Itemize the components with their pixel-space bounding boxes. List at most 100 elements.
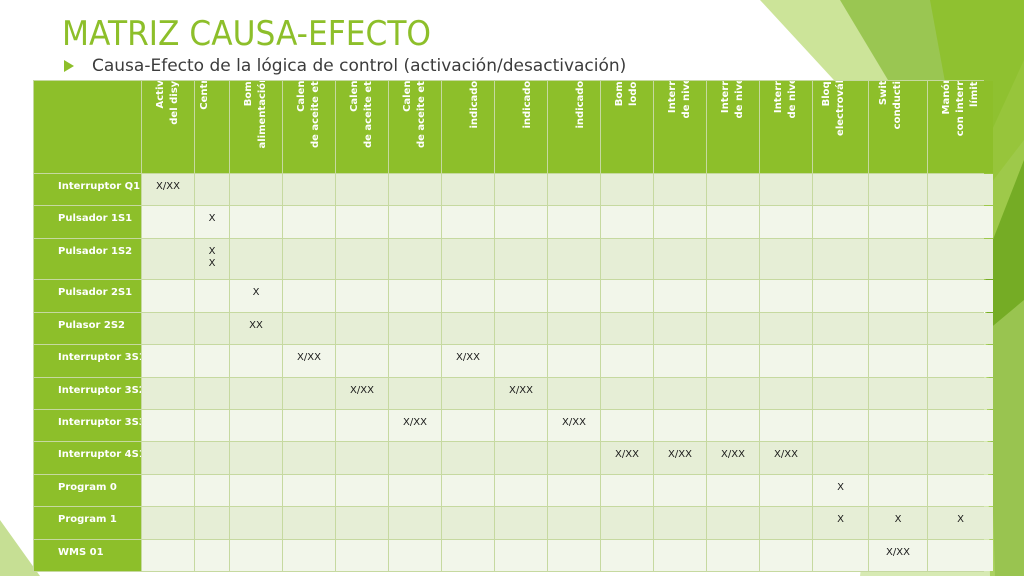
- matrix-cell: [283, 312, 335, 345]
- column-header: Led indicador 3H1: [442, 81, 494, 173]
- column-header-label: Calentador de aceite etapa 3: [402, 81, 427, 149]
- matrix-cell: [654, 206, 706, 238]
- matrix-cell: [548, 206, 600, 238]
- matrix-cell: [760, 206, 812, 238]
- matrix-cell: [813, 174, 868, 206]
- matrix-cell: [760, 409, 812, 442]
- cell-value: X/XX: [615, 449, 639, 461]
- matrix-cell: [283, 409, 335, 442]
- matrix-cell: X/XX: [442, 345, 494, 377]
- column-header: Bomba de alimentación D03: [230, 81, 282, 173]
- column-header: Bomba de lodos D41: [601, 81, 653, 173]
- matrix-cell: [548, 280, 600, 312]
- matrix-cell: [195, 474, 229, 507]
- matrix-cell: [283, 206, 335, 238]
- cell-value: X: [252, 287, 260, 299]
- matrix-cell: [548, 474, 600, 507]
- matrix-cell: [442, 377, 494, 409]
- matrix-cell: X/XX: [389, 409, 441, 442]
- slide-subtitle: Causa-Efecto de la lógica de control (ac…: [92, 56, 627, 76]
- matrix-cell: X: [928, 507, 993, 539]
- matrix-header-row: Activación del disyuntor Centrifuga D01 Bo…: [34, 81, 993, 173]
- matrix-cell: [869, 442, 927, 474]
- matrix-cell: [442, 539, 494, 571]
- matrix-cell: [283, 280, 335, 312]
- column-header-label: Interruptor de nivel L43: [773, 81, 798, 119]
- matrix-cell: [389, 345, 441, 377]
- matrix-cell: [336, 507, 388, 539]
- column-header: Interruptor de nivel L43: [760, 81, 812, 173]
- subtitle-bullet-row: Causa-Efecto de la lógica de control (ac…: [64, 55, 626, 77]
- matrix-cell: [142, 377, 194, 409]
- matrix-cell: [230, 507, 282, 539]
- matrix-cell: [283, 377, 335, 409]
- matrix-cell: [230, 409, 282, 442]
- column-header-label: Led indicador 3H2: [522, 81, 533, 129]
- cell-value: X/XX: [886, 546, 910, 558]
- matrix-cell: [495, 345, 547, 377]
- matrix-cell: [928, 312, 993, 345]
- matrix-cell: [195, 442, 229, 474]
- matrix-cell: [442, 312, 494, 345]
- cell-value: X: [957, 514, 964, 526]
- matrix-cell: [389, 474, 441, 507]
- matrix-cell: [442, 442, 494, 474]
- matrix-cell: [230, 442, 282, 474]
- matrix-cell: [389, 539, 441, 571]
- matrix-cell: [548, 312, 600, 345]
- column-header-label: Manómetro con interruptor límite P61: [940, 81, 980, 137]
- matrix-cell: [142, 280, 194, 312]
- matrix-cell: [195, 174, 229, 206]
- matrix-cell: [495, 206, 547, 238]
- cell-value: X/XX: [403, 416, 427, 428]
- matrix-cell: [707, 507, 759, 539]
- cell-value: X/XX: [562, 416, 586, 428]
- matrix-cell: [495, 474, 547, 507]
- matrix-cell: [869, 312, 927, 345]
- matrix-cell: [760, 174, 812, 206]
- matrix-cell: [813, 206, 868, 238]
- column-header: Calentador de aceite etapa 1: [283, 81, 335, 173]
- matrix-cell: [283, 474, 335, 507]
- matrix-cell: [142, 409, 194, 442]
- matrix-cell: [654, 377, 706, 409]
- matrix-cell: [601, 280, 653, 312]
- matrix-cell: [230, 174, 282, 206]
- matrix-corner-cell: [34, 81, 141, 173]
- matrix-cell: [813, 312, 868, 345]
- column-header: Calentador de aceite etapa 2: [336, 81, 388, 173]
- matrix-cell: [389, 377, 441, 409]
- row-label: Interruptor Q1: [34, 174, 141, 206]
- matrix-cell: [142, 507, 194, 539]
- column-header-label: Interruptor de nivel L41: [667, 81, 692, 119]
- matrix-cell: [548, 539, 600, 571]
- row-label: Pulsador 1S1: [34, 206, 141, 238]
- matrix-cell: XX: [230, 312, 282, 345]
- matrix-cell: [548, 442, 600, 474]
- matrix-cell: [142, 312, 194, 345]
- matrix-cell: [869, 409, 927, 442]
- matrix-cell: [389, 507, 441, 539]
- matrix-cell: [707, 539, 759, 571]
- table-row: Pulsador 2S1 X: [34, 280, 993, 312]
- table-row: Interruptor 3S1 X/XX X/XX: [34, 345, 993, 377]
- matrix-cell: [813, 238, 868, 280]
- matrix-cell: [195, 507, 229, 539]
- matrix-cell: [654, 539, 706, 571]
- matrix-cell: [495, 507, 547, 539]
- matrix-cell: [928, 539, 993, 571]
- matrix-cell: [495, 409, 547, 442]
- matrix-cell: [283, 174, 335, 206]
- matrix-cell: [869, 345, 927, 377]
- matrix-cell: [283, 539, 335, 571]
- row-label: Program 1: [34, 507, 141, 539]
- matrix-cell: X: [813, 474, 868, 507]
- matrix-cell: [283, 442, 335, 474]
- matrix-cell: [869, 377, 927, 409]
- cause-effect-matrix-container: Activación del disyuntor Centrifuga D01 Bo…: [33, 80, 993, 572]
- column-header: Manómetro con interruptor límite P61: [928, 81, 993, 173]
- matrix-cell: [548, 174, 600, 206]
- matrix-cell: [336, 539, 388, 571]
- matrix-cell: [760, 345, 812, 377]
- matrix-cell: [389, 238, 441, 280]
